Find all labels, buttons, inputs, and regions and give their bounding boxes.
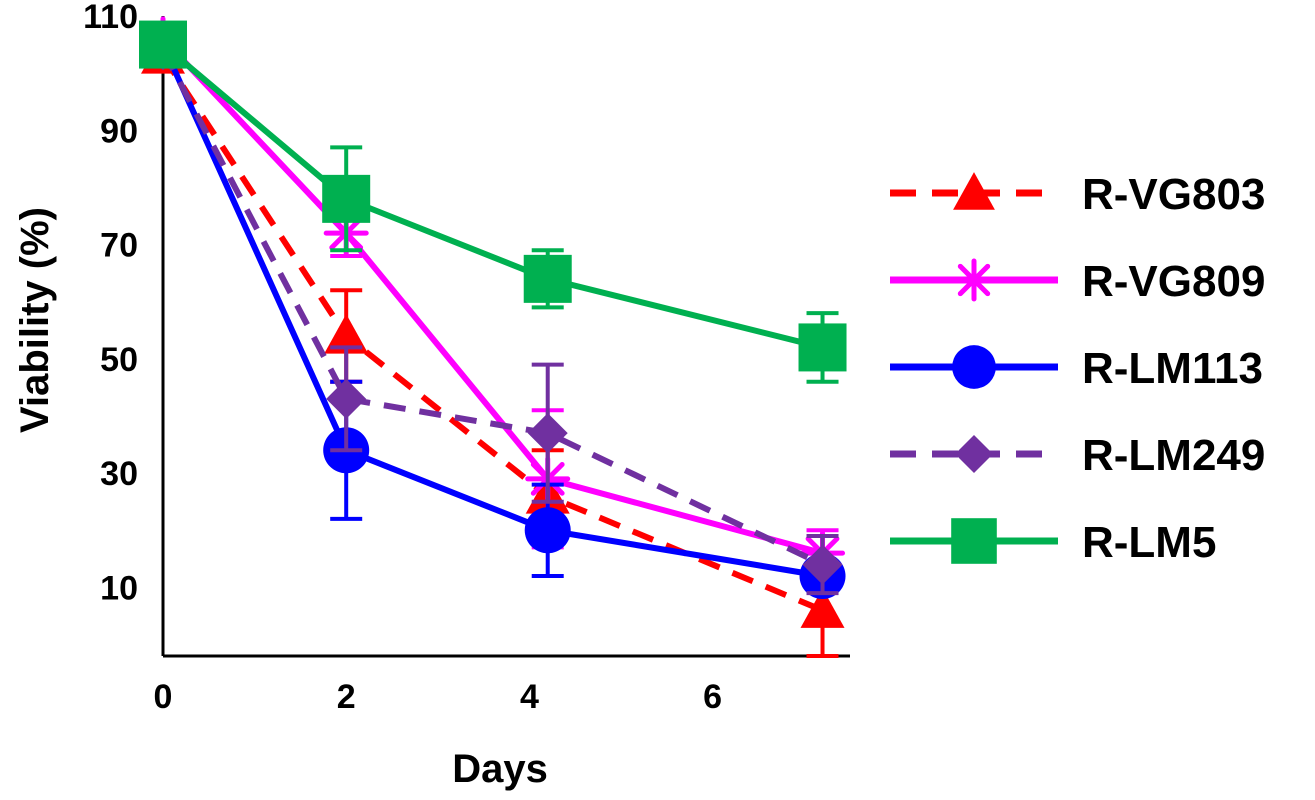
legend: R-VG803 R-VG809 R-LM113 R-LM249 R-LM5 [890,170,1265,567]
legend-item-r-vg809: R-VG809 [890,257,1265,306]
y-tick-label: 30 [100,455,138,493]
legend-item-r-lm113: R-LM113 [890,344,1263,393]
legend-label: R-LM249 [1082,431,1265,480]
x-tick-label: 2 [337,678,356,716]
series-line [160,48,824,568]
data-point [527,413,568,454]
y-tick-label: 50 [100,341,138,379]
legend-marker [952,345,996,389]
legend-marker [953,172,995,210]
y-tick-label: 10 [100,569,138,607]
legend-item-r-vg803: R-VG803 [890,170,1265,219]
series-r-lm5 [139,20,847,384]
legend-item-r-lm5: R-LM5 [890,518,1216,567]
legend-label: R-LM5 [1082,518,1216,567]
data-point [802,544,843,585]
series-group [139,16,847,658]
y-tick-label: 110 [83,0,138,36]
x-axis-title: Days [452,747,548,791]
legend-label: R-VG803 [1082,170,1265,219]
series-line [160,36,824,557]
legend-marker [955,435,993,473]
ticks: 0 2 4 6 10 30 50 70 90 110 [83,0,722,716]
data-point [798,323,847,372]
data-point [326,378,367,419]
data-point [324,314,369,354]
legend-label: R-LM113 [1082,344,1263,393]
x-tick-label: 4 [520,678,539,716]
series-line [161,42,824,351]
data-point [524,507,571,554]
legend-item-r-lm249: R-LM249 [890,431,1265,480]
series-line [160,43,824,579]
x-tick-label: 0 [154,678,173,716]
data-point [800,588,845,628]
axes [161,16,850,658]
y-tick-label: 70 [100,227,138,265]
legend-marker [952,258,996,302]
series-r-lm113 [140,21,846,599]
legend-label: R-VG809 [1082,257,1265,306]
data-point [322,174,371,223]
x-tick-label: 6 [703,678,722,716]
series-r-vg809 [140,16,846,578]
y-axis-title: Viability (%) [13,207,57,433]
data-point [523,254,572,303]
y-tick-label: 90 [100,112,138,150]
data-point [139,20,187,69]
legend-marker [951,518,997,564]
